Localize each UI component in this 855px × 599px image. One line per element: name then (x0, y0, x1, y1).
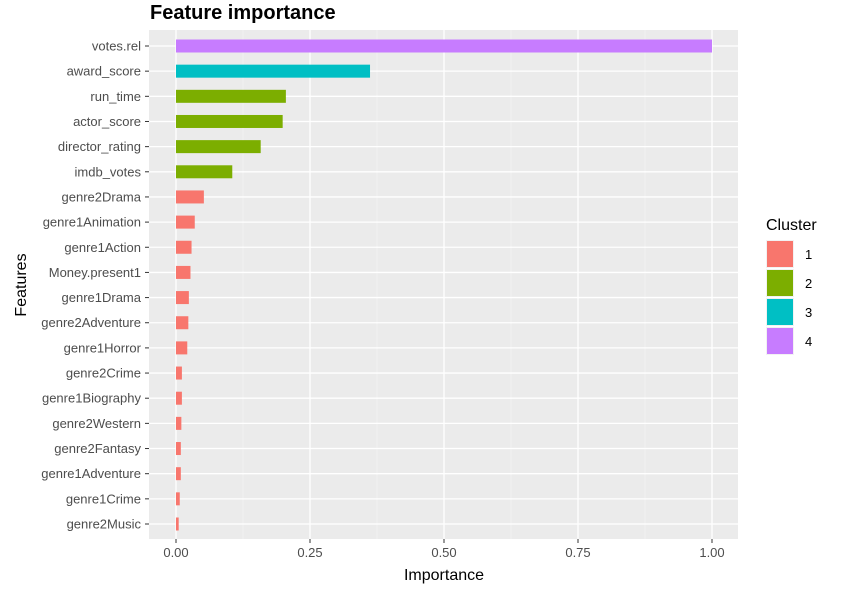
x-tick-label: 1.00 (699, 545, 724, 560)
y-tick-label: genre1Biography (42, 391, 142, 406)
legend-swatch-3 (767, 299, 793, 325)
x-tick-label: 0.50 (431, 545, 456, 560)
y-tick-label: genre1Crime (66, 491, 141, 506)
legend-label-2: 2 (805, 276, 812, 291)
bar-votes.rel (176, 39, 712, 53)
legend-label-3: 3 (805, 305, 812, 320)
bar-Money.present1 (176, 265, 191, 279)
y-tick-label: Money.present1 (49, 265, 141, 280)
x-axis-title: Importance (404, 567, 484, 584)
bar-genre1Horror (176, 341, 188, 355)
bar-genre1Crime (176, 492, 180, 506)
y-tick-label: genre2Fantasy (54, 441, 141, 456)
y-tick-label: genre2Music (67, 517, 142, 532)
legend-label-1: 1 (805, 247, 812, 262)
y-tick-label: director_rating (58, 139, 141, 154)
bar-genre1Action (176, 240, 192, 254)
legend: Cluster 1 2 3 4 (766, 217, 817, 355)
chart-title: Feature importance (150, 2, 336, 24)
y-tick-label: award_score (67, 64, 141, 79)
legend-title: Cluster (766, 217, 817, 234)
bar-genre2Music (176, 517, 179, 531)
y-tick-label: genre2Crime (66, 366, 141, 381)
bar-genre2Western (176, 416, 182, 430)
bar-genre1Drama (176, 291, 189, 305)
y-tick-label: genre1Animation (43, 215, 141, 230)
y-tick-label: actor_score (73, 114, 141, 129)
y-tick-label: genre1Horror (64, 340, 142, 355)
bar-award_score (176, 64, 371, 78)
bar-genre2Adventure (176, 316, 189, 330)
x-tick-label: 0.75 (565, 545, 590, 560)
x-tick-label: 0.25 (297, 545, 322, 560)
y-tick-label: genre1Drama (62, 290, 142, 305)
x-axis: 0.00 0.25 0.50 0.75 1.00 (163, 539, 725, 560)
y-axis-title: Features (13, 253, 30, 316)
y-tick-label: genre2Adventure (41, 315, 141, 330)
bar-genre1Animation (176, 215, 195, 229)
bars-group (176, 39, 712, 531)
legend-swatch-1 (767, 241, 793, 267)
bar-genre2Drama (176, 190, 204, 204)
x-tick-label: 0.00 (163, 545, 188, 560)
y-tick-label: imdb_votes (75, 164, 142, 179)
y-tick-label: run_time (90, 89, 141, 104)
bar-imdb_votes (176, 165, 233, 179)
y-tick-label: genre1Action (64, 240, 141, 255)
legend-swatch-4 (767, 328, 793, 354)
bar-genre1Adventure (176, 467, 181, 481)
legend-label-4: 4 (805, 334, 812, 349)
bar-genre1Biography (176, 391, 182, 405)
bar-director_rating (176, 140, 261, 154)
y-tick-label: genre1Adventure (41, 466, 141, 481)
y-tick-label: genre2Drama (62, 189, 142, 204)
y-tick-label: votes.rel (92, 39, 141, 54)
bar-actor_score (176, 114, 283, 128)
y-tick-label: genre2Western (52, 416, 141, 431)
legend-swatch-2 (767, 270, 793, 296)
bar-genre2Crime (176, 366, 182, 380)
bar-genre2Fantasy (176, 442, 181, 456)
bar-run_time (176, 89, 286, 103)
y-axis: votes.rel award_score run_time actor_scored… (41, 39, 149, 532)
